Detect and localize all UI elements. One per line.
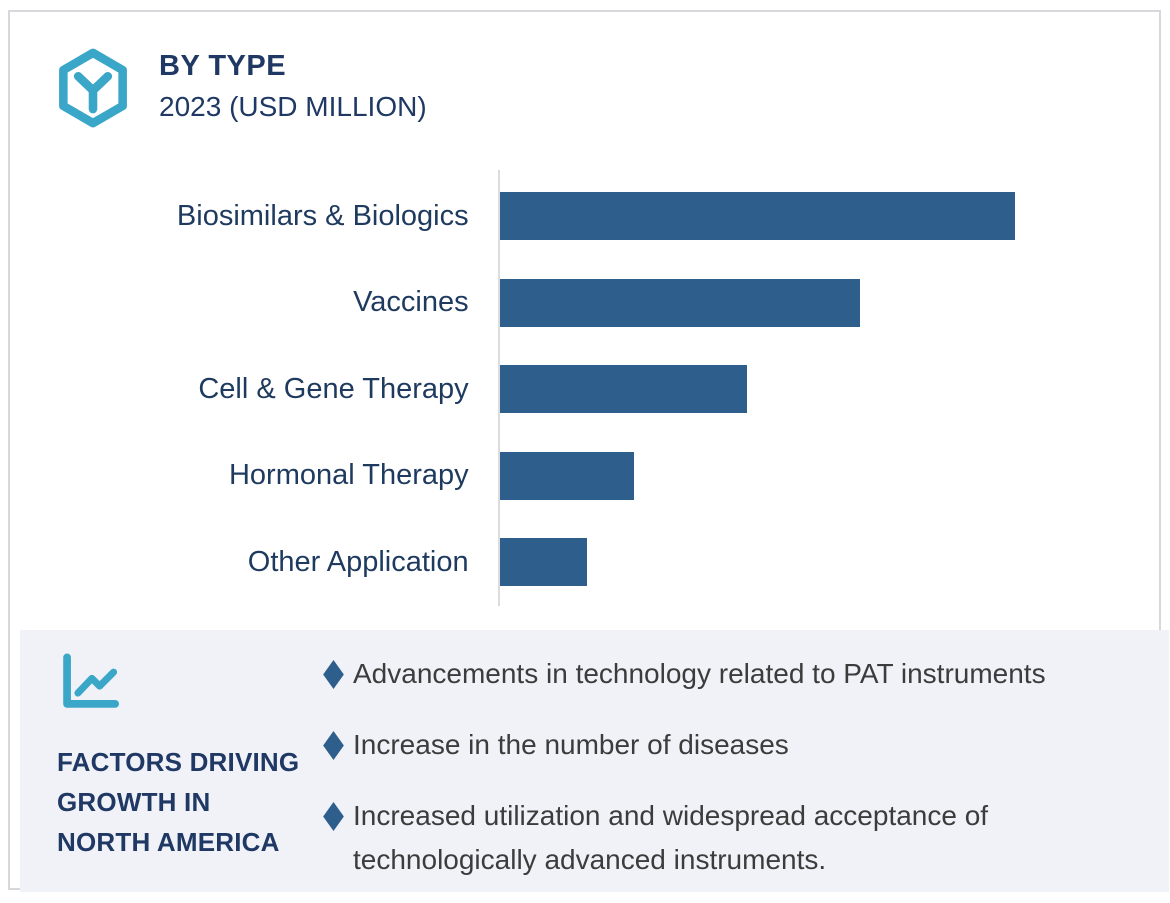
bar-row: Cell & Gene Therapy bbox=[71, 346, 1159, 433]
bullet-item: Increased utilization and widespread acc… bbox=[323, 794, 1155, 882]
bar-track bbox=[499, 365, 1159, 414]
bar-row: Biosimilars & Biologics bbox=[71, 173, 1159, 260]
bar-row: Other Application bbox=[71, 519, 1159, 606]
bar bbox=[499, 365, 747, 414]
bar-track bbox=[499, 278, 1159, 327]
y-axis-line bbox=[498, 170, 500, 606]
diamond-icon bbox=[323, 802, 344, 831]
bullet-text: Increase in the number of diseases bbox=[353, 729, 789, 760]
bar bbox=[499, 192, 1015, 241]
category-label: Vaccines bbox=[353, 286, 469, 319]
category-label: Other Application bbox=[247, 545, 469, 578]
category-label: Biosimilars & Biologics bbox=[176, 199, 469, 232]
category-label: Cell & Gene Therapy bbox=[198, 372, 469, 405]
header: BY TYPE 2023 (USD MILLION) bbox=[159, 50, 427, 123]
bullet-text: Increased utilization and widespread acc… bbox=[353, 800, 989, 875]
factors-heading: FACTORS DRIVING GROWTH IN NORTH AMERICA bbox=[57, 742, 299, 862]
chart-subtitle: 2023 (USD MILLION) bbox=[159, 91, 427, 122]
bar-chart: Biosimilars & Biologics Vaccines Cell & … bbox=[71, 173, 1159, 606]
diamond-icon bbox=[323, 660, 344, 689]
factors-heading-line: FACTORS DRIVING bbox=[57, 747, 300, 777]
bar bbox=[499, 451, 634, 500]
line-chart-icon bbox=[63, 653, 119, 708]
factors-bullet-list: Advancements in technology related to PA… bbox=[323, 652, 1155, 903]
bar bbox=[499, 538, 588, 587]
category-label: Hormonal Therapy bbox=[228, 459, 469, 492]
bullet-text: Advancements in technology related to PA… bbox=[353, 658, 1046, 689]
bullet-item: Increase in the number of diseases bbox=[323, 723, 1155, 767]
bar-track bbox=[499, 538, 1159, 587]
factors-heading-line: GROWTH IN bbox=[57, 787, 211, 817]
bar-row: Hormonal Therapy bbox=[71, 433, 1159, 520]
chart-title: BY TYPE bbox=[159, 50, 287, 82]
factors-heading-line: NORTH AMERICA bbox=[57, 827, 280, 857]
bar bbox=[499, 278, 861, 327]
bar-track bbox=[499, 451, 1159, 500]
hexagon-molecule-icon bbox=[59, 48, 127, 128]
bar-track bbox=[499, 192, 1159, 241]
bullet-item: Advancements in technology related to PA… bbox=[323, 652, 1155, 696]
bar-row: Vaccines bbox=[71, 260, 1159, 347]
factors-panel: FACTORS DRIVING GROWTH IN NORTH AMERICA … bbox=[20, 630, 1169, 892]
diamond-icon bbox=[323, 731, 344, 760]
chart-card: BY TYPE 2023 (USD MILLION) Biosimilars &… bbox=[8, 10, 1169, 892]
